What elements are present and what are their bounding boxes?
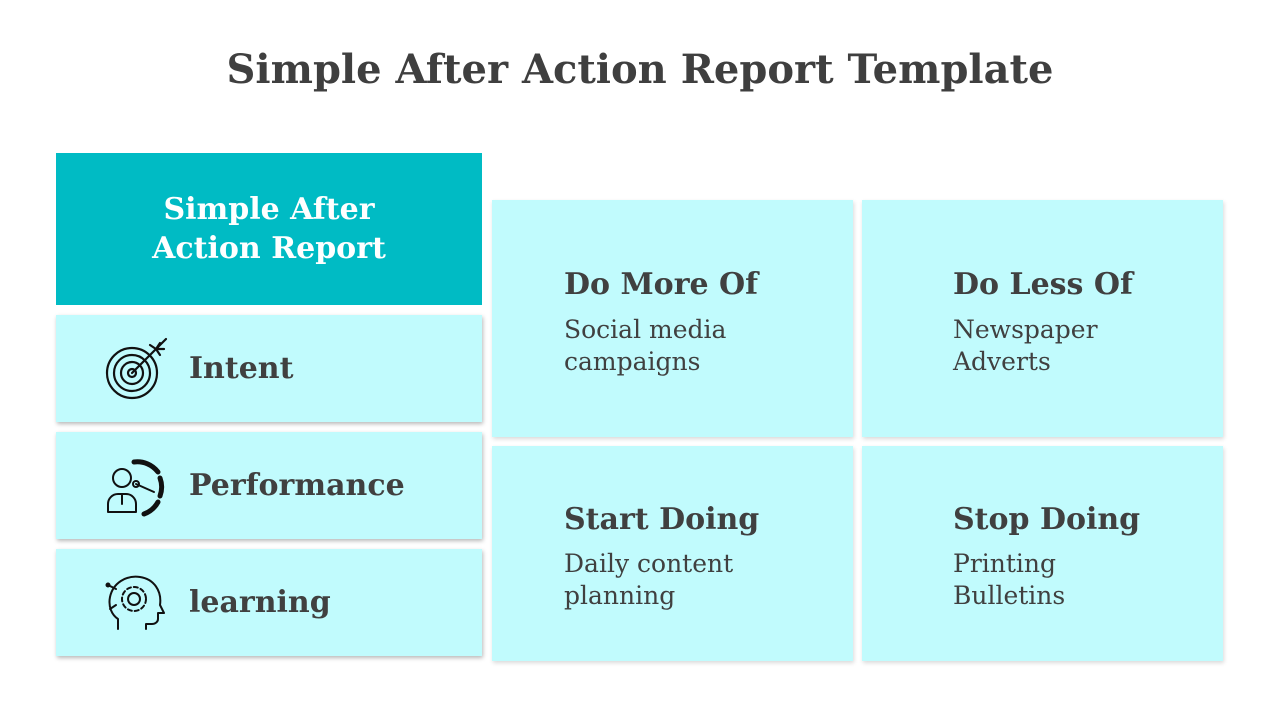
- head-gear-icon: [104, 571, 168, 635]
- left-item-intent: Intent: [56, 315, 482, 422]
- card-start-doing: Start Doing Daily content planning: [492, 446, 853, 661]
- card-do-less-of: Do Less Of Newspaper Adverts: [862, 200, 1223, 437]
- left-item-learning: learning: [56, 549, 482, 656]
- card-do-more-of: Do More Of Social media campaigns: [492, 200, 853, 437]
- target-arrow-icon: [104, 337, 168, 401]
- card-title: Start Doing: [564, 502, 760, 537]
- left-item-label: Intent: [189, 351, 294, 386]
- card-text: Social media campaigns: [564, 315, 727, 376]
- left-item-performance: Performance: [56, 432, 482, 539]
- report-header-label: Simple After Action Report: [152, 192, 386, 266]
- card-text: Daily content planning: [564, 549, 734, 610]
- card-title: Stop Doing: [953, 502, 1141, 537]
- left-item-label: learning: [189, 585, 331, 620]
- page-title: Simple After Action Report Template: [226, 46, 1054, 93]
- report-header-box: Simple After Action Report: [56, 153, 482, 305]
- card-text: Printing Bulletins: [953, 549, 1066, 610]
- performance-gauge-icon: [104, 454, 168, 518]
- card-title: Do More Of: [564, 267, 759, 302]
- card-text: Newspaper Adverts: [953, 315, 1098, 376]
- left-item-label: Performance: [189, 468, 405, 503]
- card-stop-doing: Stop Doing Printing Bulletins: [862, 446, 1223, 661]
- card-title: Do Less Of: [953, 267, 1133, 302]
